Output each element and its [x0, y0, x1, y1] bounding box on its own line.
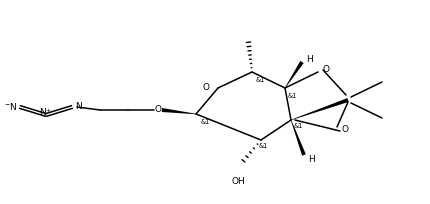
Text: &1: &1 — [258, 143, 267, 149]
Text: &1: &1 — [200, 119, 210, 125]
Text: &1: &1 — [287, 93, 297, 99]
Text: O: O — [322, 64, 329, 73]
Text: O: O — [203, 83, 209, 92]
Polygon shape — [284, 61, 303, 88]
Text: $^{-}$N: $^{-}$N — [3, 102, 17, 112]
Polygon shape — [161, 108, 196, 114]
Text: N$^{+}$: N$^{+}$ — [39, 106, 52, 118]
Text: O: O — [154, 105, 161, 114]
Text: O: O — [341, 125, 348, 134]
Text: &1: &1 — [293, 123, 303, 129]
Polygon shape — [290, 98, 348, 120]
Text: H: H — [305, 55, 312, 64]
Text: &1: &1 — [255, 77, 264, 83]
Text: OH: OH — [230, 177, 244, 186]
Text: H: H — [307, 154, 314, 163]
Polygon shape — [290, 120, 305, 156]
Text: N: N — [75, 102, 82, 112]
